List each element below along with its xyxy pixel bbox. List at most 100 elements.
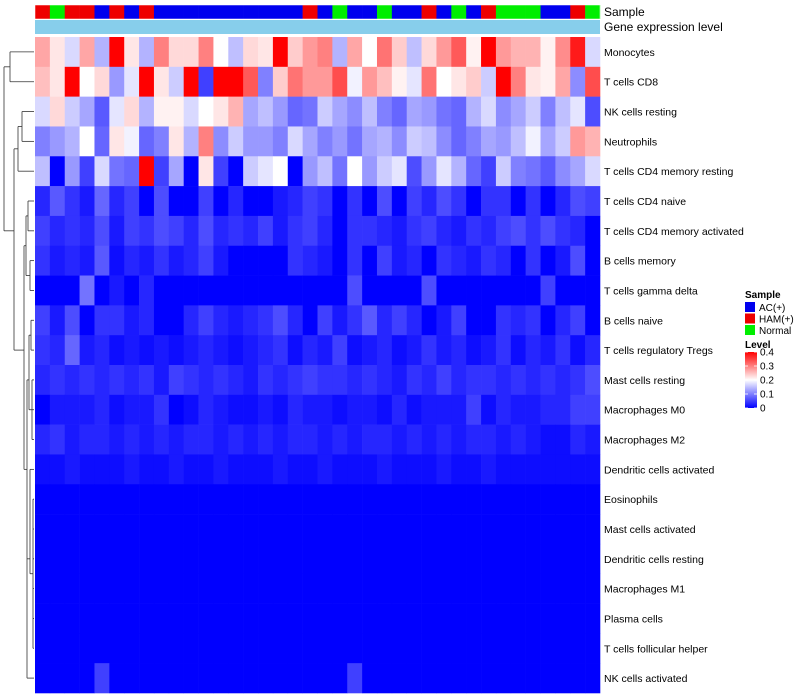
- heatmap-cell: [406, 305, 422, 336]
- heatmap-cell: [287, 603, 303, 634]
- heatmap-cell: [362, 514, 378, 545]
- heatmap-cell: [198, 245, 214, 276]
- heatmap-cell: [198, 543, 214, 575]
- heatmap-cell: [168, 37, 184, 68]
- heatmap-cell: [451, 633, 467, 664]
- heatmap-cell: [362, 484, 378, 515]
- heatmap-cell: [64, 186, 80, 217]
- heatmap-cell: [570, 156, 586, 187]
- heatmap-cell: [421, 66, 437, 97]
- heatmap-cell: [406, 573, 422, 604]
- heatmap-cell: [243, 484, 259, 515]
- heatmap-cell: [258, 603, 274, 634]
- heatmap-cell: [94, 275, 110, 306]
- heatmap-cell: [451, 603, 467, 634]
- heatmap-cell: [555, 484, 571, 515]
- heatmap-cell: [35, 305, 51, 336]
- heatmap-cell: [198, 454, 214, 485]
- heatmap-cell: [540, 305, 556, 336]
- heatmap-cell: [347, 424, 363, 455]
- heatmap-cell: [258, 573, 274, 604]
- heatmap-cell: [421, 275, 437, 306]
- heatmap-cell: [436, 186, 452, 217]
- heatmap-cell: [79, 514, 95, 545]
- heatmap-cell: [332, 186, 348, 217]
- heatmap-cell: [213, 275, 229, 306]
- heatmap-cell: [451, 543, 467, 575]
- heatmap-cell: [168, 454, 184, 485]
- heatmap-cell: [406, 484, 422, 515]
- heatmap-cell: [124, 454, 140, 485]
- heatmap-cell: [94, 215, 110, 247]
- heatmap-cell: [451, 365, 467, 396]
- heatmap-cell: [243, 663, 259, 694]
- heatmap-cell: [258, 96, 274, 127]
- heatmap-cell: [183, 603, 199, 634]
- heatmap-cell: [94, 66, 110, 97]
- heatmap-cell: [347, 633, 363, 664]
- heatmap-cell: [362, 424, 378, 455]
- heatmap-cell: [213, 573, 229, 604]
- heatmap-cell: [35, 543, 51, 575]
- heatmap-cell: [510, 186, 526, 217]
- sample-annotation-cell: [139, 5, 155, 19]
- heatmap-cell: [436, 275, 452, 306]
- heatmap-cell: [332, 37, 348, 68]
- heatmap-cell: [198, 633, 214, 664]
- heatmap-cell: [183, 394, 199, 425]
- heatmap-cell: [436, 66, 452, 97]
- heatmap-cell: [332, 305, 348, 336]
- heatmap-cell: [258, 394, 274, 425]
- heatmap-cell: [317, 275, 333, 306]
- heatmap-cell: [79, 454, 95, 485]
- heatmap-cell: [585, 126, 601, 157]
- heatmap-cell: [272, 514, 289, 545]
- heatmap-cell: [525, 305, 541, 336]
- sample-annotation-cell: [287, 5, 303, 19]
- heatmap-cell: [183, 424, 199, 455]
- heatmap-cell: [243, 543, 259, 575]
- heatmap-cell: [317, 573, 333, 604]
- heatmap-cell: [406, 96, 422, 127]
- heatmap-cell: [332, 394, 348, 425]
- heatmap-cell: [258, 335, 274, 366]
- heatmap-cell: [376, 186, 393, 217]
- heatmap-cell: [406, 126, 422, 157]
- heatmap-cell: [287, 633, 303, 664]
- heatmap-cell: [272, 603, 289, 634]
- heatmap-cell: [481, 186, 497, 217]
- heatmap-cell: [153, 126, 170, 157]
- heatmap-cell: [124, 186, 140, 217]
- heatmap-cell: [287, 186, 303, 217]
- heatmap-cell: [510, 633, 526, 664]
- heatmap-cell: [332, 514, 348, 545]
- heatmap-cell: [317, 156, 333, 187]
- heatmap-cell: [124, 275, 140, 306]
- sample-legend-title: Sample: [745, 290, 781, 301]
- heatmap-cell: [421, 215, 437, 247]
- heatmap-cell: [213, 126, 229, 157]
- heatmap-cell: [510, 603, 526, 634]
- heatmap-cell: [332, 335, 348, 366]
- heatmap-cell: [570, 275, 586, 306]
- heatmap-cell: [49, 37, 66, 68]
- heatmap-cell: [228, 365, 244, 396]
- heatmap-cell: [510, 215, 526, 247]
- heatmap-cell: [258, 424, 274, 455]
- row-dendrogram: [3, 51, 34, 679]
- heatmap-cell: [124, 305, 140, 336]
- heatmap-cell: [510, 573, 526, 604]
- heatmap-cell: [79, 37, 95, 68]
- heatmap-cell: [376, 663, 393, 694]
- heatmap-cell: [139, 543, 155, 575]
- heatmap-cell: [570, 215, 586, 247]
- heatmap-cell: [198, 663, 214, 694]
- heatmap-cell: [198, 275, 214, 306]
- heatmap-cell: [332, 633, 348, 664]
- sample-legend-label: AC(+): [759, 303, 785, 314]
- heatmap-cell: [332, 424, 348, 455]
- sample-annotation-cell: [451, 5, 467, 19]
- heatmap-cell: [272, 126, 289, 157]
- heatmap-cell: [347, 305, 363, 336]
- heatmap-cell: [391, 603, 408, 634]
